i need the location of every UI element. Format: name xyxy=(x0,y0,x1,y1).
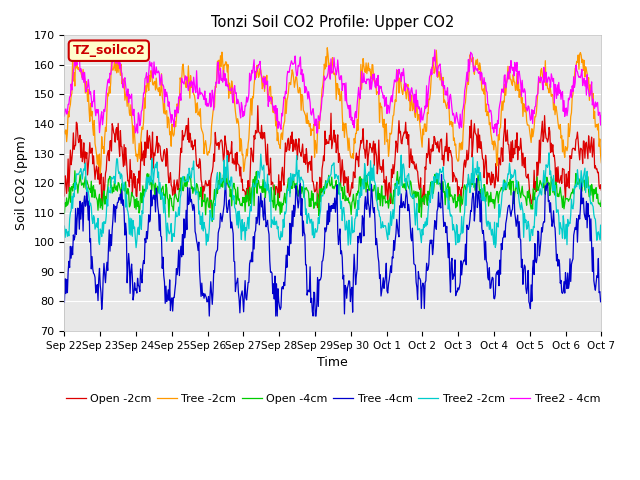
Tree -2cm xyxy=(126,113,134,119)
Line: Open -2cm: Open -2cm xyxy=(65,106,602,208)
Tree -2cm xyxy=(598,160,605,166)
Tree -4cm xyxy=(399,202,406,208)
Tree2 -2cm xyxy=(125,231,133,237)
Tree -2cm xyxy=(399,86,407,92)
Tree -4cm xyxy=(70,237,78,243)
Open -4cm xyxy=(125,204,133,210)
Tree -2cm xyxy=(415,111,423,117)
Tree2 -2cm xyxy=(132,245,140,251)
Tree -4cm xyxy=(205,313,213,319)
Open -4cm xyxy=(415,210,423,216)
Open -4cm xyxy=(180,183,188,189)
Tree2 - 4cm xyxy=(493,133,500,139)
Tree2 -2cm xyxy=(180,179,188,185)
Open -2cm xyxy=(415,185,423,191)
Y-axis label: Soil CO2 (ppm): Soil CO2 (ppm) xyxy=(15,136,28,230)
Open -2cm xyxy=(70,146,78,152)
Line: Tree -2cm: Tree -2cm xyxy=(65,48,602,173)
Tree2 - 4cm xyxy=(125,92,133,97)
Tree2 -2cm xyxy=(61,223,68,229)
Legend: Open -2cm, Tree -2cm, Open -4cm, Tree -4cm, Tree2 -2cm, Tree2 - 4cm: Open -2cm, Tree -2cm, Open -4cm, Tree -4… xyxy=(61,390,605,408)
Line: Tree -4cm: Tree -4cm xyxy=(65,174,602,316)
Tree -4cm xyxy=(415,269,422,275)
Open -2cm xyxy=(209,164,217,169)
Open -2cm xyxy=(254,103,262,108)
Tree2 - 4cm xyxy=(431,47,438,53)
Open -2cm xyxy=(206,205,214,211)
Tree -4cm xyxy=(438,171,445,177)
Tree2 - 4cm xyxy=(414,97,422,103)
Tree2 -2cm xyxy=(545,150,553,156)
Open -4cm xyxy=(399,181,407,187)
Open -4cm xyxy=(209,201,217,207)
Tree -4cm xyxy=(598,297,605,303)
Open -2cm xyxy=(598,187,605,193)
Open -2cm xyxy=(61,193,68,199)
Open -4cm xyxy=(598,198,605,204)
Open -4cm xyxy=(223,165,230,171)
Open -2cm xyxy=(399,132,407,138)
Tree2 - 4cm xyxy=(180,81,188,87)
Tree2 -2cm xyxy=(209,216,217,222)
Tree -4cm xyxy=(209,289,217,295)
Line: Tree2 - 4cm: Tree2 - 4cm xyxy=(65,50,602,136)
X-axis label: Time: Time xyxy=(317,356,348,369)
Tree2 - 4cm xyxy=(61,113,68,119)
Open -4cm xyxy=(70,185,78,191)
Tree2 -2cm xyxy=(399,162,406,168)
Tree -4cm xyxy=(61,300,68,305)
Tree -2cm xyxy=(97,170,104,176)
Tree -4cm xyxy=(125,261,133,266)
Tree2 -2cm xyxy=(598,238,605,243)
Tree2 - 4cm xyxy=(209,87,216,93)
Line: Open -4cm: Open -4cm xyxy=(65,168,602,221)
Tree -2cm xyxy=(209,109,217,115)
Tree -2cm xyxy=(61,128,68,134)
Tree2 -2cm xyxy=(70,194,78,200)
Title: Tonzi Soil CO2 Profile: Upper CO2: Tonzi Soil CO2 Profile: Upper CO2 xyxy=(211,15,454,30)
Tree -4cm xyxy=(180,216,188,222)
Tree -2cm xyxy=(323,45,331,50)
Line: Tree2 -2cm: Tree2 -2cm xyxy=(65,153,602,248)
Open -4cm xyxy=(209,218,216,224)
Tree -2cm xyxy=(70,70,78,76)
Text: TZ_soilco2: TZ_soilco2 xyxy=(72,44,145,57)
Tree2 - 4cm xyxy=(398,70,406,75)
Tree -2cm xyxy=(180,76,188,82)
Open -2cm xyxy=(125,184,133,190)
Tree2 - 4cm xyxy=(598,112,605,118)
Tree2 - 4cm xyxy=(70,65,78,71)
Open -4cm xyxy=(61,210,68,216)
Tree2 -2cm xyxy=(415,227,422,232)
Open -2cm xyxy=(180,133,188,139)
